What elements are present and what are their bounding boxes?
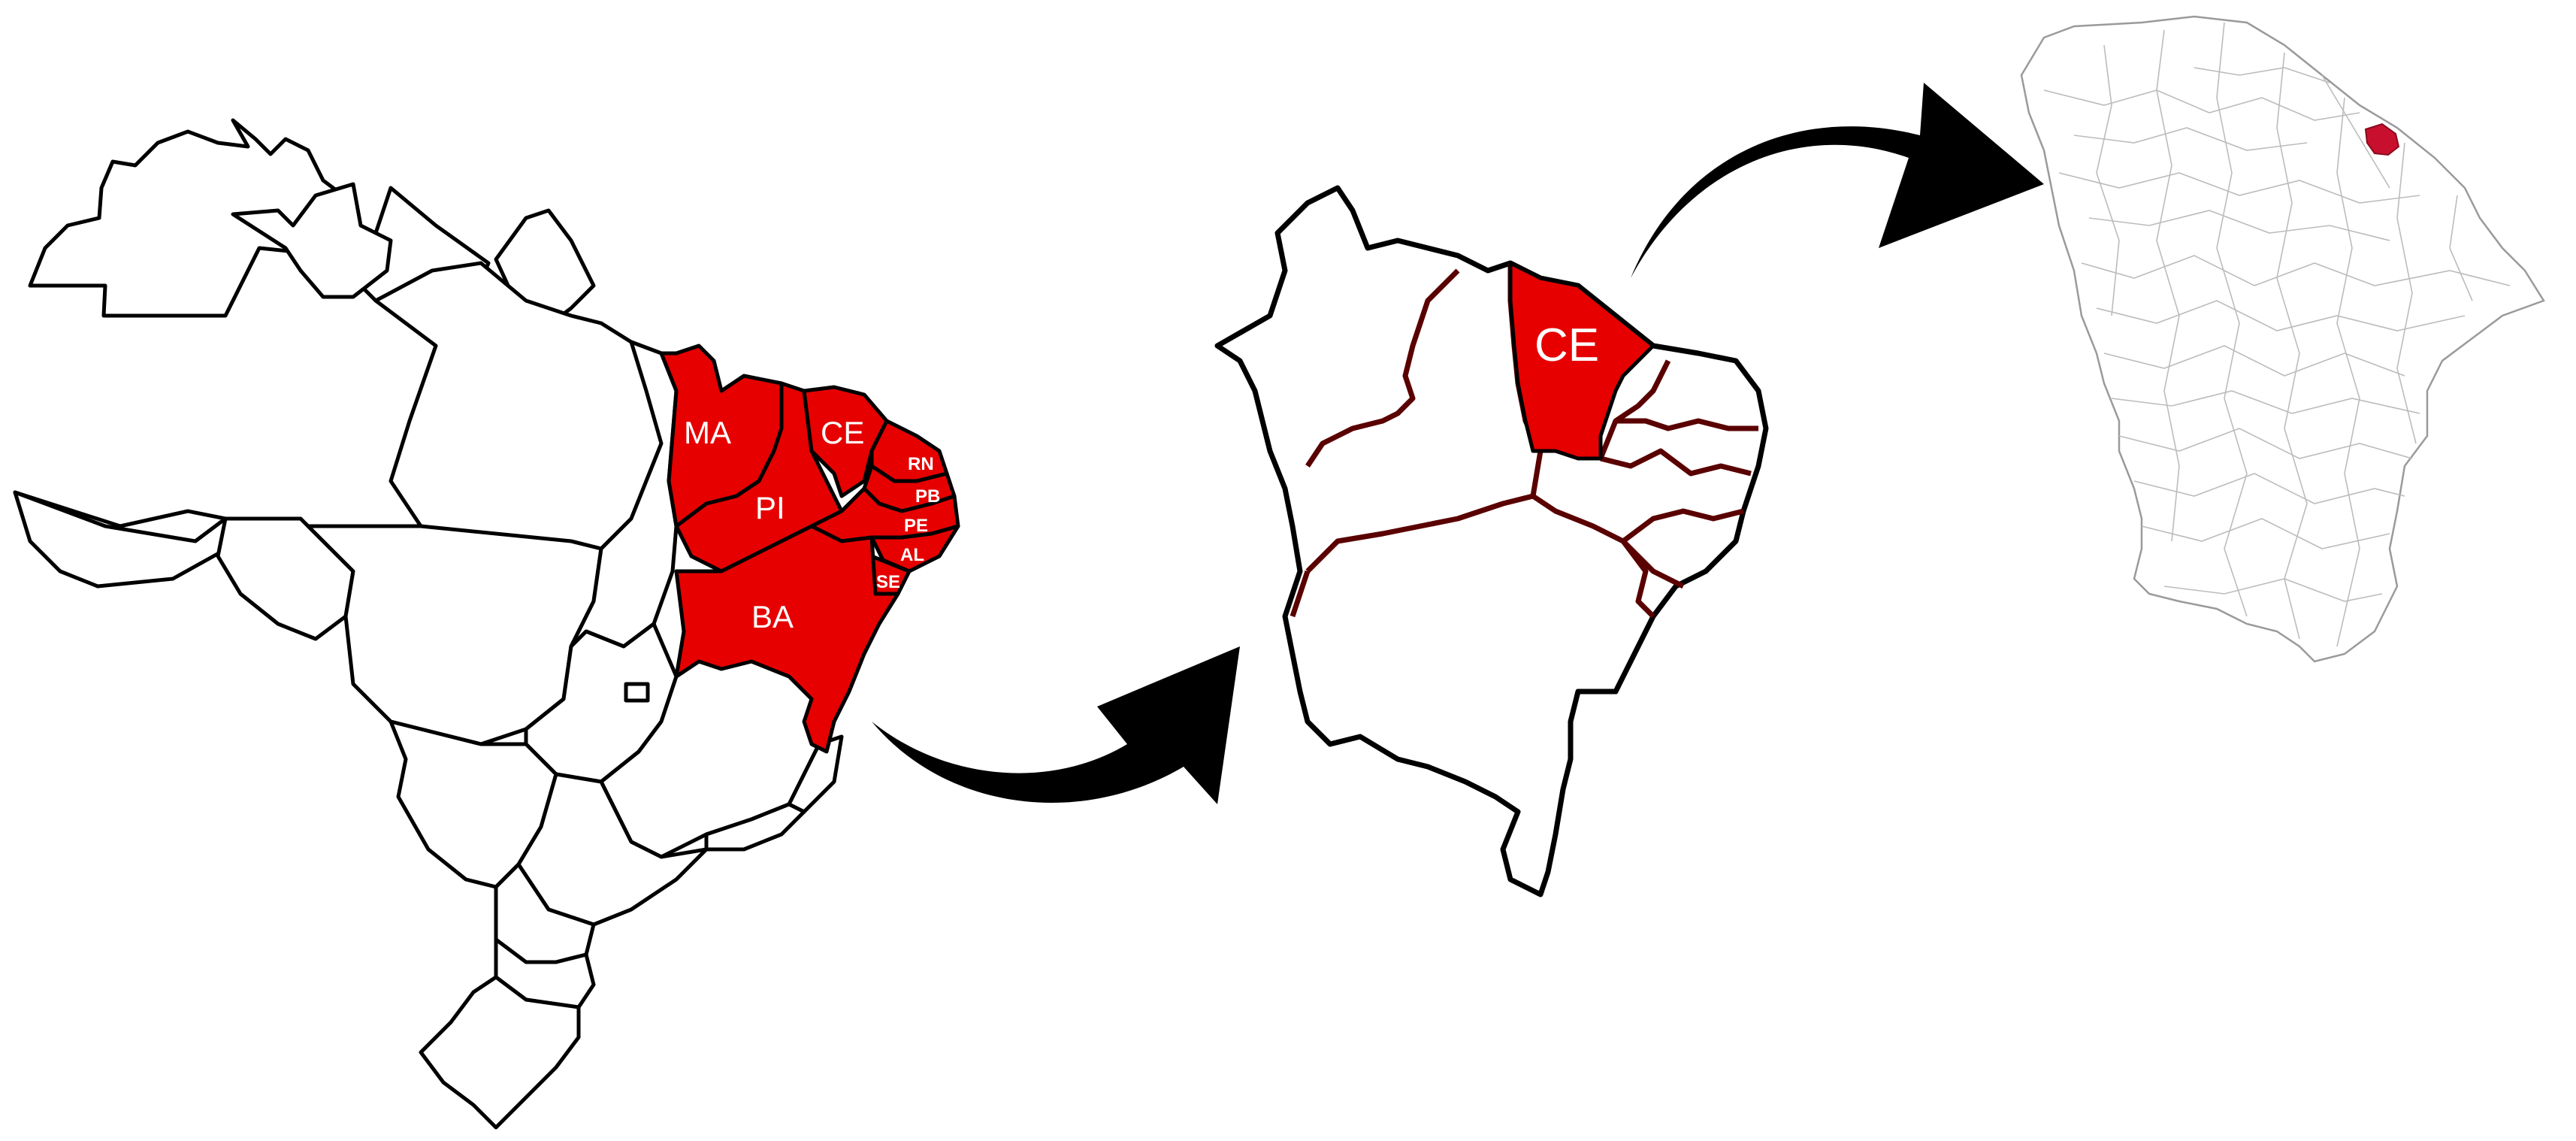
ceara-map (2020, 15, 2545, 663)
label-rn: RN (908, 454, 934, 474)
state-ceara-highlight[interactable] (1508, 261, 1655, 461)
label-ba: BA (751, 599, 794, 634)
label-pe: PE (904, 516, 928, 536)
state-roraima (231, 182, 393, 299)
state-df (624, 682, 650, 703)
label-se: SE (876, 572, 900, 592)
ceara-outline (2020, 15, 2545, 663)
label-al: AL (900, 545, 924, 565)
state-rondonia (216, 516, 355, 641)
state-ceara[interactable] (802, 385, 889, 498)
border-rn-pb (1616, 418, 1758, 431)
label-ce: CE (821, 415, 864, 450)
label-ma: MA (684, 415, 731, 450)
northeast-map: CE (1214, 185, 1769, 897)
label-pi: PI (755, 490, 785, 525)
northeast-region (659, 344, 960, 754)
brazil-map: MA PI CE RN PB PE AL SE BA (13, 118, 960, 1130)
border-pe-al (1621, 508, 1744, 543)
curved-arrow-icon (1631, 83, 2044, 278)
border-ma-pi (1305, 268, 1460, 468)
border-al-se (1621, 539, 1655, 619)
state-rio-de-janeiro (704, 802, 806, 852)
state-para (373, 261, 679, 551)
municipality-highlight[interactable] (2364, 123, 2400, 156)
label-ce-highlight: CE (1534, 319, 1599, 371)
state-rio-grande-do-sul (419, 975, 581, 1130)
border-ce-rn-pb (1598, 359, 1671, 460)
state-acre-lower (13, 490, 243, 589)
curved-arrow-icon (872, 646, 1240, 804)
border-ma-ba (1290, 570, 1311, 618)
municipality-borders (2043, 22, 2511, 647)
border-pb-pe (1600, 448, 1752, 477)
label-pb: PB (915, 486, 940, 507)
state-bahia[interactable] (674, 524, 900, 754)
northeast-outline (1214, 185, 1769, 897)
